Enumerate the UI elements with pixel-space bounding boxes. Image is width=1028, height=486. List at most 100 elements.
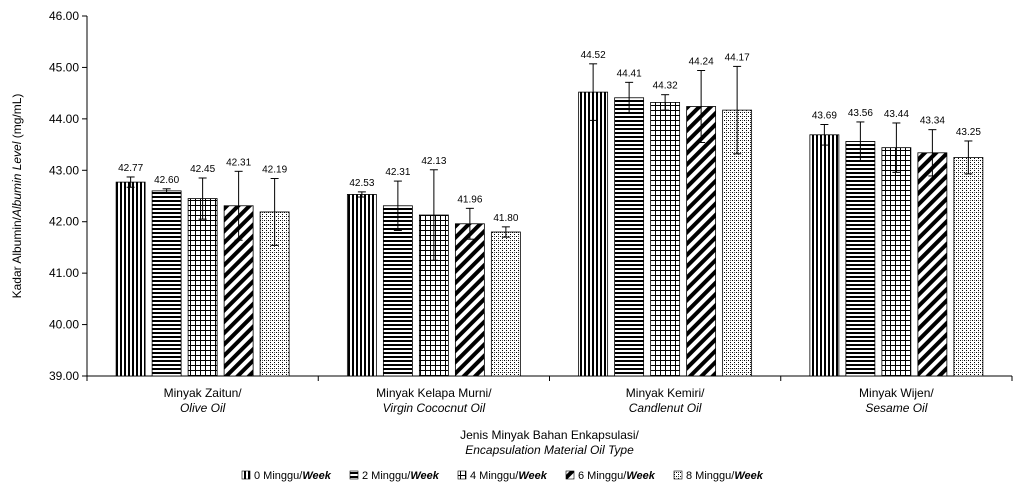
category-label: Minyak Kelapa Murni/ bbox=[376, 386, 492, 400]
value-label: 42.45 bbox=[190, 164, 215, 175]
bar bbox=[151, 190, 182, 377]
y-tick-label: 43.00 bbox=[49, 163, 79, 177]
error-bar bbox=[198, 177, 207, 220]
value-label: 42.19 bbox=[262, 165, 287, 176]
legend-item: 4 Minggu/Week bbox=[457, 470, 548, 482]
legend-item: 8 Minggu/Week bbox=[673, 470, 764, 482]
error-bar bbox=[357, 191, 366, 198]
legend-swatch bbox=[457, 470, 467, 480]
error-bar bbox=[126, 176, 135, 188]
legend-label: 8 Minggu/Week bbox=[686, 470, 764, 482]
bar bbox=[722, 109, 753, 377]
error-bar bbox=[429, 169, 438, 261]
y-tick-label: 45.00 bbox=[49, 60, 79, 74]
bar bbox=[650, 102, 681, 377]
category-label: Minyak Kemiri/ bbox=[626, 386, 705, 400]
error-bar bbox=[733, 65, 742, 155]
legend-label: 4 Minggu/Week bbox=[470, 470, 548, 482]
legend-item: 0 Minggu/Week bbox=[241, 470, 332, 482]
category-label-en: Sesame Oil bbox=[865, 401, 927, 415]
legend-item: 6 Minggu/Week bbox=[565, 470, 656, 482]
y-tick-label: 42.00 bbox=[49, 215, 79, 229]
value-label: 43.56 bbox=[848, 108, 873, 119]
error-bars bbox=[126, 63, 973, 261]
value-label: 43.69 bbox=[812, 111, 837, 122]
bar bbox=[578, 91, 609, 377]
y-tick-label: 46.00 bbox=[49, 9, 79, 23]
error-bar bbox=[234, 170, 243, 241]
value-label: 41.96 bbox=[457, 194, 482, 205]
value-label: 42.60 bbox=[154, 175, 179, 186]
category-label-en: Olive Oil bbox=[180, 401, 226, 415]
y-tick-label: 41.00 bbox=[49, 266, 79, 280]
error-bar bbox=[892, 122, 901, 173]
error-bar bbox=[501, 226, 510, 238]
y-tick-label: 39.00 bbox=[49, 369, 79, 383]
bar bbox=[614, 97, 645, 377]
x-axis-label-en: Encapsulation Material Oil Type bbox=[465, 443, 634, 457]
bar bbox=[454, 223, 485, 377]
legend-swatch bbox=[349, 470, 359, 480]
error-bar bbox=[465, 207, 474, 240]
legend-label: 0 Minggu/Week bbox=[254, 470, 332, 482]
bar bbox=[881, 147, 912, 377]
error-bar bbox=[589, 63, 598, 121]
value-label: 41.80 bbox=[493, 213, 518, 224]
y-axis-label: Kadar Albumin/Albumin Level (mg/mL) bbox=[10, 94, 24, 299]
bar bbox=[187, 198, 218, 377]
x-axis-label: Jenis Minyak Bahan Enkapsulasi/ bbox=[460, 428, 639, 442]
value-label: 44.41 bbox=[617, 68, 642, 79]
category-label: Minyak Zaitun/ bbox=[164, 386, 243, 400]
bar bbox=[845, 141, 876, 377]
y-tick-label: 40.00 bbox=[49, 318, 79, 332]
category-labels: Minyak Zaitun/Olive Oil Minyak Kelapa Mur… bbox=[164, 386, 935, 415]
error-bar bbox=[393, 180, 402, 231]
error-bar bbox=[928, 129, 937, 177]
value-label: 44.32 bbox=[653, 81, 678, 92]
bar bbox=[686, 106, 717, 377]
value-label: 42.77 bbox=[118, 163, 143, 174]
category-label-en: Candlenut Oil bbox=[629, 401, 702, 415]
value-label: 43.44 bbox=[884, 109, 909, 120]
bar bbox=[917, 152, 948, 377]
error-bar bbox=[162, 188, 171, 194]
legend-label: 6 Minggu/Week bbox=[578, 470, 656, 482]
bar bbox=[809, 134, 840, 377]
bar bbox=[953, 157, 984, 377]
value-label: 42.13 bbox=[421, 156, 446, 167]
value-label: 44.52 bbox=[581, 50, 606, 61]
bar bbox=[382, 205, 413, 377]
legend: 0 Minggu/Week 2 Minggu/Week 4 Minggu/Week 6… bbox=[241, 470, 764, 482]
category-label-en: Virgin Cococnut Oil bbox=[383, 401, 486, 415]
bars bbox=[115, 91, 984, 377]
error-bar bbox=[625, 81, 634, 114]
value-label: 43.34 bbox=[920, 116, 945, 127]
error-bar bbox=[964, 140, 973, 175]
error-bar bbox=[697, 70, 706, 144]
error-bar bbox=[856, 121, 865, 162]
value-label: 44.24 bbox=[689, 57, 714, 68]
legend-swatch bbox=[241, 470, 251, 480]
error-bar bbox=[661, 94, 670, 111]
legend-label: 2 Minggu/Week bbox=[362, 470, 440, 482]
value-label: 44.17 bbox=[725, 52, 750, 63]
x-axis-title: Jenis Minyak Bahan Enkapsulasi/Encapsula… bbox=[460, 428, 639, 457]
bar bbox=[490, 231, 521, 377]
y-axis-ticks: 39.00 40.00 41.00 42.00 43.00 44.00 45.00 46.00 bbox=[49, 9, 87, 383]
bar bbox=[115, 181, 146, 377]
y-tick-label: 44.00 bbox=[49, 112, 79, 126]
value-labels: 42.77 42.60 42.45 42.31 42.19 42.53 42.31 42.13… bbox=[118, 50, 981, 224]
legend-swatch bbox=[673, 470, 683, 480]
value-label: 42.31 bbox=[385, 167, 410, 178]
legend-item: 2 Minggu/Week bbox=[349, 470, 440, 482]
legend-swatch bbox=[565, 470, 575, 480]
value-label: 43.25 bbox=[956, 127, 981, 138]
category-label: Minyak Wijen/ bbox=[859, 386, 934, 400]
value-label: 42.31 bbox=[226, 157, 251, 168]
error-bar bbox=[270, 178, 279, 246]
y-axis-title: Kadar Albumin/Albumin Level (mg/mL) bbox=[10, 94, 24, 299]
error-bar bbox=[820, 124, 829, 146]
value-label: 42.53 bbox=[349, 178, 374, 189]
bar bbox=[346, 194, 377, 377]
